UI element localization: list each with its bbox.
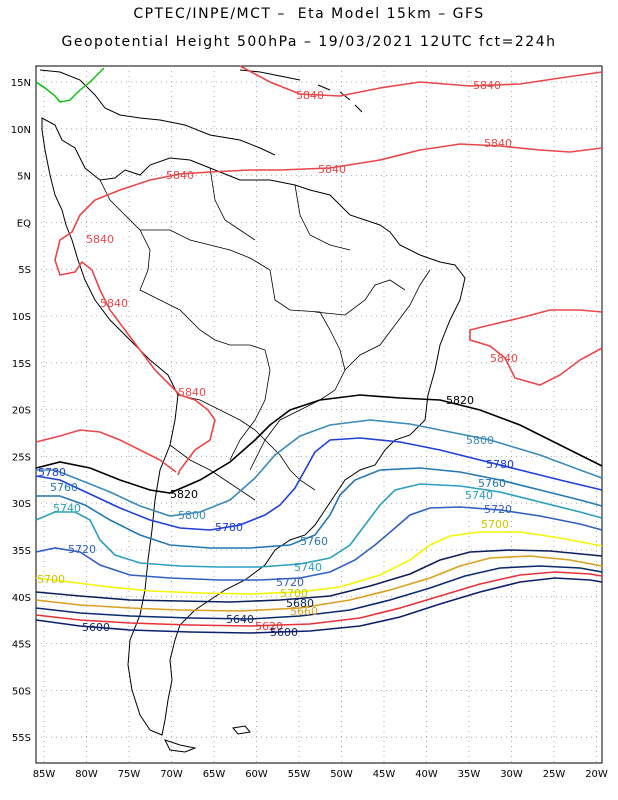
contour-5800 bbox=[36, 419, 603, 517]
lon-label: 25W bbox=[543, 769, 566, 780]
contour-label: 5840 bbox=[100, 297, 128, 310]
lon-label: 30W bbox=[500, 769, 523, 780]
contour-label: 5640 bbox=[226, 613, 254, 626]
contour-label: 5780 bbox=[215, 521, 243, 534]
lon-label: 80W bbox=[75, 769, 98, 780]
contour-label: 5700 bbox=[37, 573, 65, 586]
contour-label: 5760 bbox=[478, 477, 506, 490]
contour-label: 5600 bbox=[82, 621, 110, 634]
caribbean-islands bbox=[239, 69, 363, 113]
lat-label: 45S bbox=[12, 640, 31, 651]
contour-label: 5740 bbox=[465, 489, 493, 502]
contour-label: 5840 bbox=[484, 137, 512, 150]
contour-label: 5740 bbox=[53, 502, 81, 515]
contour-label: 5620 bbox=[255, 620, 283, 633]
contour-label: 5760 bbox=[50, 481, 78, 494]
contour-label: 5840 bbox=[86, 233, 114, 246]
longitude-labels: 85W 80W 75W 70W 65W 60W 55W 50W 45W 40W 35W 30W 25W 2… bbox=[33, 769, 608, 780]
contour-lines bbox=[35, 65, 603, 634]
caribbean-coast bbox=[39, 69, 276, 156]
map-frame bbox=[35, 65, 603, 764]
tierra-del-fuego bbox=[164, 739, 197, 753]
lat-label: 15N bbox=[11, 78, 31, 89]
lat-label: 50S bbox=[12, 686, 31, 697]
map-title-line2: Geopotential Height 500hPa – 19/03/2021 … bbox=[61, 34, 557, 50]
contour-label: 5840 bbox=[178, 386, 206, 399]
contour-label: 5660 bbox=[290, 605, 318, 618]
contour-5840-north bbox=[239, 65, 603, 97]
contour-5680 bbox=[35, 549, 603, 603]
contour-5840-mid bbox=[94, 143, 603, 201]
coastlines bbox=[35, 67, 466, 753]
contour-5600 bbox=[35, 577, 603, 634]
map-title-line1: CPTEC/INPE/MCT – Eta Model 15km – GFS bbox=[133, 6, 485, 22]
contour-5840-east bbox=[469, 309, 603, 386]
central-america-green bbox=[35, 67, 105, 103]
contour-5820 bbox=[35, 394, 603, 494]
contour-label: 5840 bbox=[296, 89, 324, 102]
lon-label: 65W bbox=[203, 769, 226, 780]
contour-label: 5800 bbox=[466, 434, 494, 447]
lon-label: 70W bbox=[160, 769, 183, 780]
contour-label: 5720 bbox=[484, 503, 512, 516]
contour-label: 5840 bbox=[473, 79, 501, 92]
south-america-coast bbox=[41, 117, 466, 736]
lat-label: 40S bbox=[12, 593, 31, 604]
country-borders bbox=[99, 167, 431, 501]
contour-label: 5700 bbox=[280, 587, 308, 600]
lon-label: 40W bbox=[415, 769, 438, 780]
contour-5780 bbox=[35, 437, 603, 531]
lon-label: 50W bbox=[330, 769, 353, 780]
contour-labels: 5840 5840 5840 5840 5840 5840 5840 5840 … bbox=[37, 79, 518, 639]
lon-label: 85W bbox=[33, 769, 56, 780]
latitude-labels: 15N 10N 5N EQ 5S 10S 15S 20S 25S 30S 35S 40S 45S 50S 5… bbox=[11, 78, 31, 744]
lat-label: 25S bbox=[12, 452, 31, 463]
contour-5640 bbox=[35, 565, 603, 620]
lon-label: 60W bbox=[245, 769, 268, 780]
lon-label: 35W bbox=[458, 769, 481, 780]
contour-label: 5740 bbox=[294, 561, 322, 574]
contour-label: 5760 bbox=[300, 535, 328, 548]
contour-label: 5720 bbox=[68, 543, 96, 556]
lat-label: 10S bbox=[12, 312, 31, 323]
contour-5760 bbox=[36, 467, 603, 549]
lat-label: 30S bbox=[12, 499, 31, 510]
contour-label: 5680 bbox=[286, 597, 314, 610]
contour-label: 5840 bbox=[318, 163, 346, 176]
contour-label: 5780 bbox=[486, 458, 514, 471]
contour-5660 bbox=[35, 555, 603, 612]
lat-label: 10N bbox=[11, 125, 31, 136]
contour-label: 5700 bbox=[481, 518, 509, 531]
contour-label: 5720 bbox=[276, 576, 304, 589]
falklands bbox=[232, 725, 251, 735]
lat-label: 15S bbox=[12, 359, 31, 370]
lon-label: 55W bbox=[288, 769, 311, 780]
contour-5620 bbox=[35, 571, 603, 627]
contour-5720 bbox=[35, 506, 603, 581]
contour-label: 5800 bbox=[178, 509, 206, 522]
contour-label: 5840 bbox=[490, 352, 518, 365]
lat-label: 5N bbox=[17, 172, 31, 183]
contour-label: 5820 bbox=[446, 394, 474, 407]
lat-label: 20S bbox=[12, 406, 31, 417]
lat-label: EQ bbox=[17, 218, 31, 229]
lon-label: 20W bbox=[585, 769, 608, 780]
lon-label: 75W bbox=[118, 769, 141, 780]
lon-label: 45W bbox=[373, 769, 396, 780]
contour-5840-west bbox=[35, 429, 177, 473]
contour-5840-equator bbox=[54, 199, 216, 476]
contour-label: 5780 bbox=[38, 466, 66, 479]
contour-label: 5840 bbox=[166, 169, 194, 182]
contour-5740 bbox=[35, 483, 603, 568]
lat-label: 5S bbox=[18, 265, 31, 276]
contour-label: 5820 bbox=[170, 488, 198, 501]
contour-5700 bbox=[35, 531, 603, 595]
lat-label: 35S bbox=[12, 546, 31, 557]
contour-label: 5600 bbox=[270, 626, 298, 639]
lat-label: 55S bbox=[12, 733, 31, 744]
